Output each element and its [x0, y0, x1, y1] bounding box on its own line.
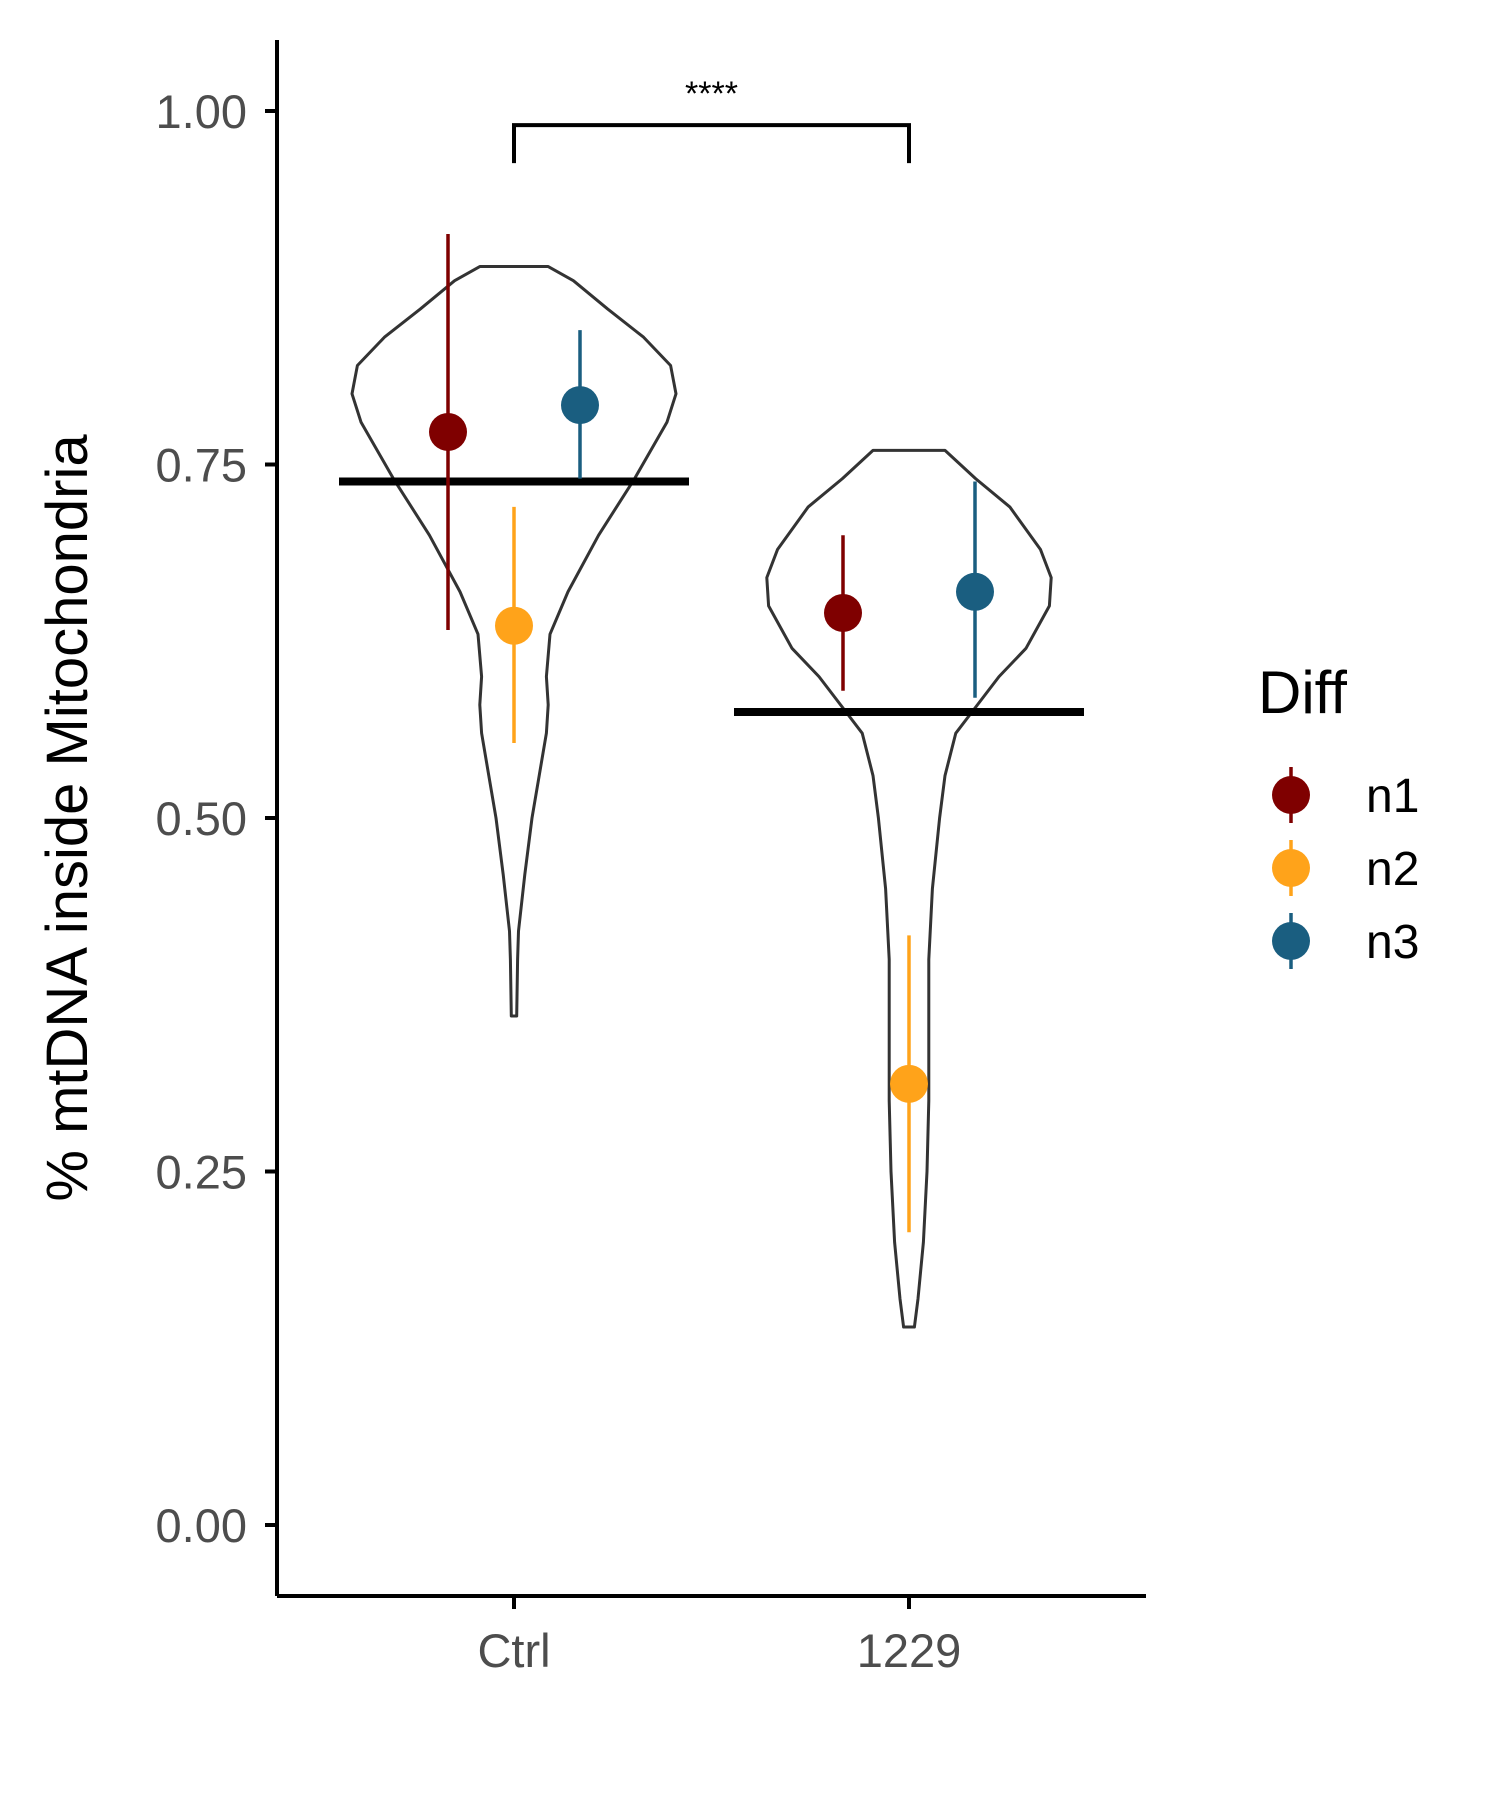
legend-key-point [1272, 922, 1310, 960]
legend-item-n1: n1 [1272, 767, 1419, 823]
legend-label: n3 [1366, 916, 1419, 969]
y-tick-label: 1.00 [156, 85, 247, 138]
violin-layer [350, 265, 1053, 1329]
x-tick-label: 1229 [857, 1624, 962, 1677]
legend-item-n3: n3 [1272, 913, 1419, 969]
y-axis-title: % mtDNA inside Mitochondria [35, 434, 100, 1202]
significance-bracket: **** [512, 75, 911, 164]
legend: Diff n1 n2 n3 [1258, 659, 1419, 969]
point-layer [429, 234, 994, 1233]
y-tick-label: 0.00 [156, 1499, 247, 1552]
y-tick-label: 0.50 [156, 792, 247, 845]
bracket-line [512, 123, 911, 164]
point-n1-1229 [824, 593, 862, 632]
legend-title: Diff [1258, 659, 1347, 726]
y-tick-label: 0.25 [156, 1146, 247, 1199]
point-n2-1229 [890, 1064, 928, 1103]
median-layer [339, 477, 1084, 716]
violin-Ctrl [350, 265, 678, 1018]
significance-label: **** [685, 75, 738, 113]
violin-1229 [765, 448, 1053, 1329]
legend-key-point [1272, 776, 1310, 814]
legend-key-point [1272, 849, 1310, 887]
x-tick-label: Ctrl [477, 1624, 550, 1677]
y-axis-ticks: 0.00 0.25 0.50 0.75 1.00 [156, 85, 277, 1552]
point-n2-Ctrl [495, 606, 533, 645]
y-tick-label: 0.75 [156, 439, 247, 492]
x-axis-ticks: Ctrl 1229 [477, 1596, 961, 1677]
legend-label: n1 [1366, 770, 1419, 823]
point-n3-1229 [956, 572, 994, 611]
point-n1-Ctrl [429, 412, 467, 451]
legend-item-n2: n2 [1272, 840, 1419, 896]
point-n3-Ctrl [561, 386, 599, 425]
legend-label: n2 [1366, 843, 1419, 896]
